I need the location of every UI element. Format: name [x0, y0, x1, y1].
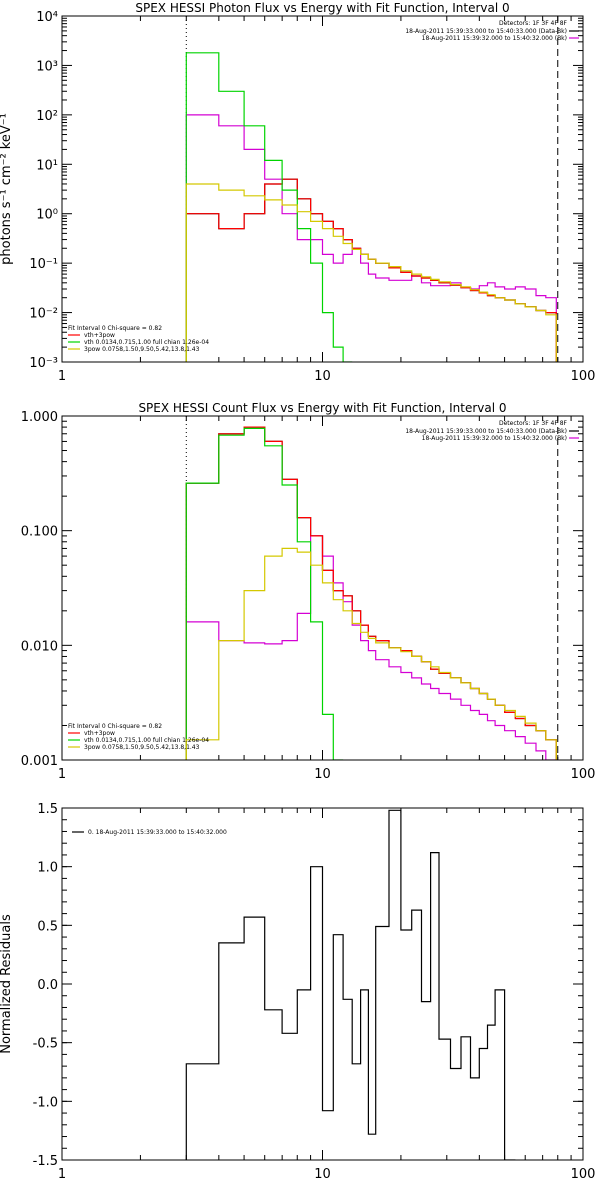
count-flux-series-bk [185, 535, 557, 760]
count-flux-fit-legend-entry: vth 0.0134,0.715,1.00 full chian 1.26e-0… [84, 737, 209, 744]
photon-flux-series-group [185, 52, 557, 362]
photon-flux-x-tick-label: 100 [571, 369, 596, 384]
count-flux-y-tick-label: 0.100 [21, 525, 58, 540]
photon-flux-legend-entry: 18-Aug-2011 15:39:32.000 to 15:40:32.000… [422, 35, 567, 42]
photon-flux-y-tick-label: 10⁻³ [29, 356, 58, 371]
photon-flux-y-tick-label: 10⁻² [29, 307, 58, 322]
residuals-series-group [185, 809, 516, 1160]
photon-flux-fit-legend-entry: vth 0.0134,0.715,1.00 full chian 1.26e-0… [84, 339, 209, 346]
residuals-y-tick-label: 1.5 [37, 802, 58, 817]
photon-flux-fit-legend-header: Fit Interval 0 Chi-square = 0.82 [68, 325, 162, 332]
count-flux-series-vth [185, 427, 344, 760]
count-flux-legend-header: Detectors: 1F 3F 4F 8F [499, 420, 568, 427]
count-flux-fit-legend-entry: 3pow 0.0758,1.50,9.50,5.42,13.8,1.43 [84, 744, 200, 751]
residuals-y-tick-label: -1.0 [33, 1095, 58, 1110]
residuals-x-tick-label: 1 [58, 1167, 66, 1182]
count-flux-plot-frame [61, 415, 584, 761]
residuals-legend-entry: 0. 18-Aug-2011 15:39:33.000 to 15:40:32.… [88, 829, 227, 836]
photon-flux-series-bk [185, 114, 557, 362]
photon-flux-fit-legend-entry: vth+3pow [84, 332, 115, 339]
count-flux-series-3pow [185, 547, 557, 760]
count-flux-series-vth-3pow [185, 426, 557, 760]
photon-flux-y-axis-label: photons s⁻¹ cm⁻² keV⁻¹ [0, 113, 14, 265]
photon-flux-y-tick-label: 10⁴ [36, 10, 58, 25]
photon-flux-series-vth-3pow [185, 178, 557, 362]
photon-flux-x-tick-label: 1 [58, 369, 66, 384]
residuals-x-tick-label: 100 [571, 1167, 596, 1182]
photon-flux-series-data-bk [185, 178, 557, 362]
photon-flux-fit-legend-entry: 3pow 0.0758,1.50,9.50,5.42,13.8,1.43 [84, 346, 200, 353]
photon-flux-series-vth [185, 52, 353, 362]
photon-flux-y-tick-label: 10⁻¹ [29, 257, 58, 272]
residuals-y-tick-label: -1.5 [33, 1154, 58, 1169]
residuals-y-tick-label: -0.5 [33, 1037, 58, 1052]
residuals-y-tick-label: 0.0 [37, 978, 58, 993]
photon-flux-panel: SPEX HESSI Photon Flux vs Energy with Fi… [0, 1, 595, 384]
photon-flux-legend-header: Detectors: 1F 3F 4F 8F [499, 20, 568, 27]
photon-flux-legend-entry: 18-Aug-2011 15:39:33.000 to 15:40:33.000… [405, 28, 567, 35]
count-flux-y-tick-label: 0.010 [21, 639, 58, 654]
count-flux-series-group [185, 426, 557, 760]
residuals-plot-frame [61, 807, 584, 1161]
photon-flux-chart-title: SPEX HESSI Photon Flux vs Energy with Fi… [135, 1, 509, 15]
count-flux-panel: SPEX HESSI Count Flux vs Energy with Fit… [21, 401, 596, 782]
count-flux-chart-title: SPEX HESSI Count Flux vs Energy with Fit… [138, 401, 506, 415]
photon-flux-y-tick-label: 10³ [36, 59, 58, 74]
photon-flux-series-3pow [185, 183, 557, 362]
count-flux-x-tick-label: 10 [314, 767, 331, 782]
residuals-panel: Normalized Residuals 1 10 100 -1.5 -1.0 -0.5 0.… [0, 802, 595, 1182]
residuals-y-axis-label: Normalized Residuals [0, 914, 14, 1054]
count-flux-x-tick-label: 1 [58, 767, 66, 782]
residuals-y-tick-label: 1.0 [37, 861, 58, 876]
count-flux-series-data-bk [185, 426, 557, 760]
count-flux-y-tick-label: 0.001 [21, 754, 58, 769]
residuals-y-tick-label: 0.5 [37, 919, 58, 934]
count-flux-x-tick-label: 100 [571, 767, 596, 782]
residuals-x-tick-label: 10 [314, 1167, 331, 1182]
count-flux-y-tick-label: 1.000 [21, 410, 58, 425]
photon-flux-y-tick-label: 10² [36, 109, 58, 124]
count-flux-legend-entry: 18-Aug-2011 15:39:32.000 to 15:40:32.000… [422, 435, 567, 442]
photon-flux-y-tick-label: 10¹ [36, 158, 58, 173]
count-flux-fit-legend-header: Fit Interval 0 Chi-square = 0.82 [68, 723, 162, 730]
count-flux-legend-entry: 18-Aug-2011 15:39:33.000 to 15:40:33.000… [405, 428, 567, 435]
count-flux-fit-legend-entry: vth+3pow [84, 730, 115, 737]
photon-flux-x-tick-label: 10 [314, 369, 331, 384]
residuals-series-0-18-aug-2011-15-39-33-000-to-15-40-32-000 [185, 809, 516, 1160]
photon-flux-plot-frame [61, 15, 584, 363]
photon-flux-y-tick-label: 10⁰ [36, 208, 58, 223]
